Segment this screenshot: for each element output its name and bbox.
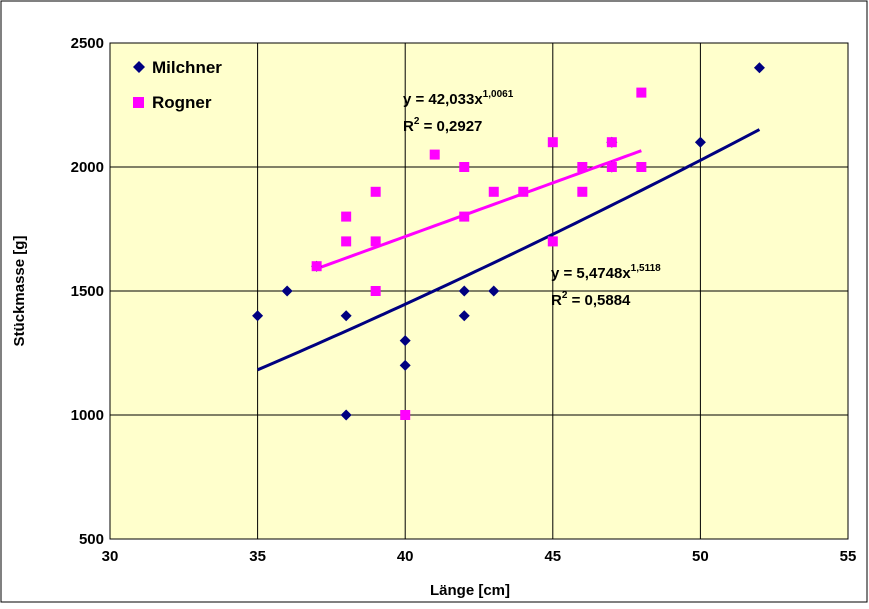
data-points [252,62,765,421]
data-point-milchner [399,359,411,371]
legend-label-milchner: Milchner [152,58,222,77]
data-point-rogner [488,186,499,197]
data-point-rogner [518,186,529,197]
trendline-equation-rogner: y = 42,033x1,0061 R2 = 0,2927 [403,89,514,135]
data-point-rogner [370,186,381,197]
data-point-rogner [636,87,647,98]
data-point-rogner [370,286,381,296]
data-point-rogner [606,162,617,172]
y-tick-label: 1000 [71,407,104,424]
x-tick-label: 40 [397,548,414,565]
legend-label-rogner: Rogner [152,93,212,112]
trendline-milchner [257,128,761,372]
y-tick-label: 2500 [71,35,104,52]
x-tick-label: 45 [544,548,561,565]
data-point-milchner [399,335,411,347]
data-point-rogner [341,236,352,247]
data-point-milchner [488,285,500,297]
data-point-milchner [458,310,470,322]
y-tick-label: 2000 [71,159,104,176]
data-point-milchner [753,62,765,74]
x-tick-label: 35 [249,548,266,565]
data-point-rogner [577,162,588,172]
data-point-rogner [547,137,558,148]
data-point-rogner [459,162,470,172]
trendline-equation-milchner: y = 5,4748x1,5118 R2 = 0,5884 [551,263,661,309]
r-squared-milchner: R2 = 0,5884 [551,290,631,309]
data-point-rogner [459,211,470,222]
data-point-rogner [547,236,558,247]
data-point-milchner [340,310,352,322]
r-squared-rogner: R2 = 0,2927 [403,116,482,135]
legend: Milchner Rogner [133,58,222,112]
y-axis-title: Stückmasse [g] [11,236,28,347]
x-tick-label: 30 [102,548,119,565]
legend-marker-rogner [133,97,144,108]
y-tick-label: 500 [79,531,104,548]
gridlines [110,43,848,539]
data-point-rogner [577,186,588,197]
data-point-milchner [252,310,264,322]
tick-labels: 30 35 40 45 50 55 500 1000 1500 2000 2500 [71,35,857,565]
data-point-rogner [636,162,647,172]
data-point-rogner [400,410,411,420]
x-tick-label: 55 [840,548,857,565]
x-tick-label: 50 [692,548,709,565]
x-axis-title: Länge [cm] [430,582,510,599]
data-point-rogner [606,137,617,148]
equation-rogner: y = 42,033x1,0061 [403,89,514,108]
data-point-rogner [311,261,322,272]
legend-marker-milchner [133,61,145,73]
data-point-milchner [281,285,293,297]
equation-milchner: y = 5,4748x1,5118 [551,263,661,282]
data-point-rogner [429,149,440,160]
y-tick-label: 1500 [71,283,104,300]
data-point-rogner [370,236,381,247]
data-point-milchner [458,285,470,297]
data-point-rogner [341,211,352,222]
data-point-milchner [340,409,352,421]
data-point-milchner [694,136,706,148]
